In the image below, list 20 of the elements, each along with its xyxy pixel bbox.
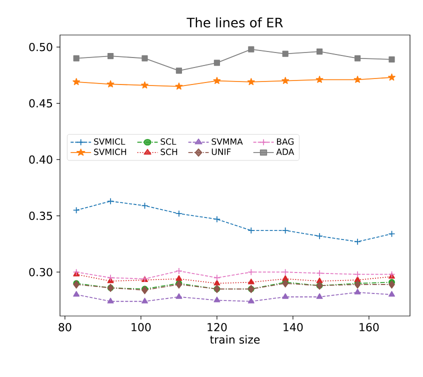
- legend-label: SVMICL: [94, 138, 126, 145]
- y-tick-label: 0.45: [29, 99, 52, 108]
- y-tick-label: 0.35: [29, 212, 52, 220]
- legend-label: UNIF: [212, 148, 231, 156]
- legend-label: SVMMA: [212, 138, 243, 145]
- legend-label: BAG: [276, 138, 294, 145]
- legend-label: SVMICH: [94, 148, 126, 156]
- x-tick-label: 120: [208, 323, 227, 332]
- legend-label: ADA: [276, 148, 294, 155]
- x-axis-title: train size: [210, 335, 260, 344]
- y-tick-label: 0.30: [29, 268, 52, 276]
- legend-label: SCH: [160, 148, 178, 156]
- chart-title: The lines of ER: [186, 17, 283, 28]
- x-tick-label: 80: [58, 323, 72, 332]
- legend-label: SCL: [160, 138, 176, 145]
- x-tick-label: 100: [132, 323, 151, 332]
- x-tick-label: 140: [284, 323, 303, 332]
- y-tick-label: 0.50: [29, 42, 52, 52]
- x-tick-label: 160: [360, 323, 379, 332]
- y-tick-label: 0.40: [29, 155, 52, 164]
